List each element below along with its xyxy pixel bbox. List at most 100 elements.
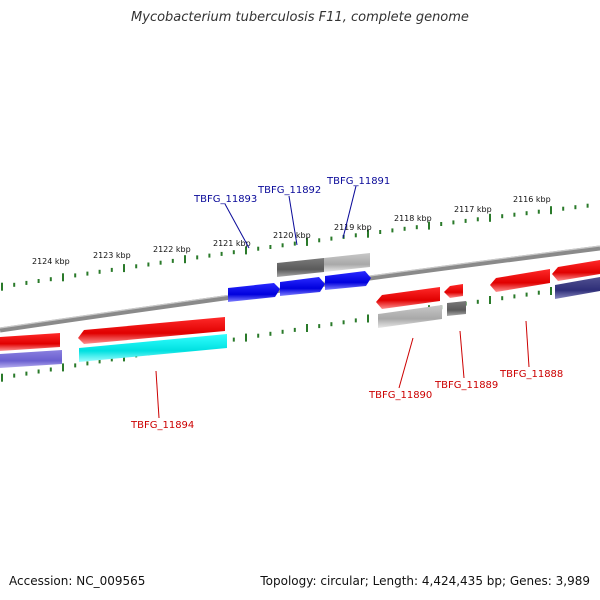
minor-tick: [49, 277, 52, 282]
minor-tick: [476, 217, 479, 222]
major-tick: [184, 255, 186, 264]
major-tick: [306, 324, 308, 332]
major-tick: [550, 287, 552, 295]
tick-label: 2118 kbp: [394, 214, 432, 223]
gene-label-forward[interactable]: TBFG_11891: [326, 176, 390, 187]
minor-tick: [13, 282, 16, 287]
gene-feature[interactable]: [0, 350, 62, 368]
major-tick: [367, 314, 369, 323]
minor-tick: [537, 209, 540, 214]
major-tick: [489, 296, 491, 304]
minor-tick: [232, 337, 235, 342]
minor-tick: [293, 241, 296, 246]
minor-tick: [464, 218, 467, 223]
minor-tick: [354, 318, 357, 323]
gene-feature[interactable]: [376, 287, 440, 309]
minor-tick: [574, 205, 577, 210]
gene-feature[interactable]: [552, 260, 600, 281]
gene-feature[interactable]: [79, 334, 227, 362]
minor-tick: [37, 279, 40, 283]
gene-label-reverse[interactable]: TBFG_11894: [130, 420, 194, 431]
tick-label: 2120 kbp: [273, 231, 311, 240]
minor-tick: [525, 211, 528, 216]
tick-label: 2119 kbp: [334, 223, 372, 232]
tick-label: 2116 kbp: [513, 195, 551, 204]
minor-tick: [220, 251, 223, 256]
minor-tick: [37, 369, 40, 374]
minor-tick: [415, 225, 418, 230]
gene-feature[interactable]: [325, 271, 371, 290]
minor-tick: [318, 238, 321, 243]
minor-tick: [110, 357, 113, 362]
gene-feature[interactable]: [277, 258, 324, 277]
major-tick: [1, 373, 3, 382]
major-tick: [62, 363, 64, 372]
minor-tick: [86, 271, 89, 276]
minor-tick: [281, 329, 284, 334]
minor-tick: [98, 359, 101, 364]
minor-tick: [269, 245, 272, 249]
minor-tick: [318, 324, 321, 329]
gene-feature[interactable]: [324, 253, 370, 272]
minor-tick: [257, 246, 260, 251]
major-tick: [428, 221, 430, 230]
minor-tick: [159, 260, 162, 265]
accession-text: Accession: NC_009565: [9, 574, 146, 588]
minor-tick: [74, 273, 77, 278]
gene-feature[interactable]: [280, 277, 325, 296]
gene-leader-line: [459, 330, 465, 379]
major-tick: [550, 206, 552, 215]
gene-feature[interactable]: [0, 333, 60, 351]
gene-leader-line: [155, 370, 160, 419]
gene-label-reverse[interactable]: TBFG_11889: [434, 380, 498, 391]
gene-feature[interactable]: [555, 277, 600, 299]
minor-tick: [403, 226, 406, 231]
minor-tick: [330, 322, 333, 327]
minor-tick: [25, 371, 28, 376]
major-tick: [245, 246, 247, 255]
minor-tick: [257, 333, 260, 338]
minor-tick: [74, 363, 77, 368]
gene-label-reverse[interactable]: TBFG_11888: [499, 369, 563, 380]
minor-tick: [232, 250, 235, 255]
minor-tick: [513, 212, 516, 217]
major-tick: [62, 273, 64, 282]
gene-label-reverse[interactable]: TBFG_11890: [368, 390, 432, 401]
minor-tick: [135, 264, 138, 269]
gene-label-forward[interactable]: TBFG_11893: [193, 194, 257, 205]
minor-tick: [513, 294, 516, 299]
major-tick: [123, 264, 125, 273]
minor-tick: [586, 203, 589, 208]
gene-feature[interactable]: [78, 317, 225, 344]
minor-tick: [25, 280, 28, 285]
map-title: Mycobacterium tuberculosis F11, complete…: [131, 10, 469, 25]
gene-label-forward[interactable]: TBFG_11892: [257, 185, 321, 196]
major-tick: [367, 229, 369, 238]
gene-leader-line: [398, 337, 414, 389]
minor-tick: [269, 331, 272, 336]
gene-leader-line: [288, 195, 298, 246]
minor-tick: [281, 243, 284, 248]
gene-feature[interactable]: [447, 301, 466, 316]
minor-tick: [452, 220, 455, 225]
minor-tick: [86, 361, 89, 366]
major-tick: [306, 237, 308, 246]
minor-tick: [379, 230, 382, 234]
minor-tick: [562, 206, 565, 211]
major-tick: [489, 213, 491, 222]
tick-label: 2117 kbp: [454, 205, 492, 214]
minor-tick: [342, 320, 345, 325]
gene-feature[interactable]: [444, 284, 463, 298]
gene-leader-line: [342, 185, 357, 239]
tick-label: 2123 kbp: [93, 251, 131, 260]
tick-label: 2122 kbp: [153, 245, 191, 254]
minor-tick: [525, 292, 528, 297]
minor-tick: [98, 269, 101, 274]
minor-tick: [354, 233, 357, 238]
gene-feature[interactable]: [490, 269, 550, 292]
gene-feature[interactable]: [228, 283, 280, 302]
tick-label: 2121 kbp: [213, 239, 251, 248]
gene-feature[interactable]: [378, 305, 442, 328]
tick-label: 2124 kbp: [32, 257, 70, 266]
